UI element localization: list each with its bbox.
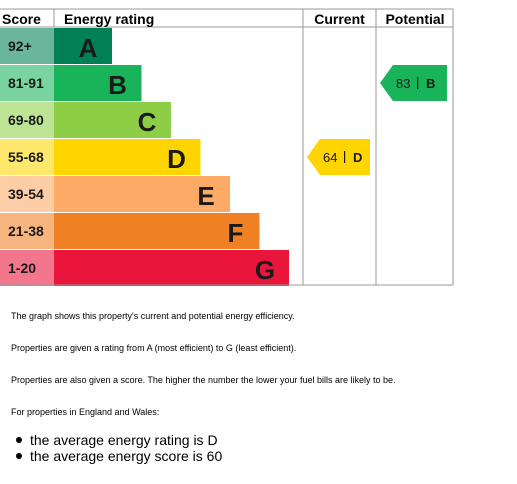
- rating-bands: 92+ A 81-91 B 69-80 C 55-68 D 39-54 E 21-38 F 1-20 G: [0, 28, 289, 286]
- note-rating-scale: Properties are given a rating from A (mo…: [11, 343, 297, 353]
- band-d-range-label: 55-68: [8, 149, 44, 165]
- band-d-range-cell: [0, 139, 54, 175]
- potential-rating-marker-score: 83: [396, 76, 410, 91]
- averages-list: the average energy rating is D the avera…: [14, 432, 222, 464]
- current-rating-marker-arrow: [307, 139, 370, 175]
- band-e-range-cell: [0, 176, 54, 212]
- band-b-letter: B: [108, 70, 127, 100]
- band-a-letter: A: [79, 33, 98, 63]
- potential-rating-marker-separator: [417, 77, 419, 89]
- band-g-bar: [54, 250, 289, 286]
- band-g-range-label: 1-20: [8, 260, 36, 276]
- band-d-letter: D: [167, 144, 186, 174]
- band-d-bar: [54, 139, 201, 175]
- header-score: Score: [2, 11, 41, 27]
- band-a-bar: [54, 28, 112, 64]
- band-b-bar: [54, 65, 142, 101]
- band-e-bar: [54, 176, 230, 212]
- current-rating-marker-score: 64: [323, 150, 337, 165]
- band-g-letter: G: [255, 255, 275, 285]
- band-f-range-cell: [0, 213, 54, 249]
- note-region: For properties in England and Wales:: [11, 407, 160, 417]
- band-a-range-cell: [0, 28, 54, 64]
- rating-markers: 64 D 83 B: [307, 65, 447, 175]
- header-potential: Potential: [385, 11, 444, 27]
- band-a-range-label: 92+: [8, 38, 32, 54]
- note-graph-explanation: The graph shows this property's current …: [11, 311, 295, 321]
- band-b-range-label: 81-91: [8, 75, 44, 91]
- potential-rating-marker-rating: B: [426, 76, 435, 91]
- band-f-bar: [54, 213, 260, 249]
- band-e-letter: E: [197, 181, 214, 211]
- band-f-range-label: 21-38: [8, 223, 44, 239]
- average-score-item: the average energy score is 60: [14, 448, 222, 464]
- header-current: Current: [314, 11, 365, 27]
- current-rating-marker-rating: D: [353, 150, 362, 165]
- header-energy-rating: Energy rating: [64, 11, 154, 27]
- band-c-range-label: 69-80: [8, 112, 44, 128]
- chart-grid: [0, 8, 454, 286]
- band-c-bar: [54, 102, 171, 138]
- average-rating-item: the average energy rating is D: [14, 432, 222, 448]
- band-e-range-label: 39-54: [8, 186, 44, 202]
- note-score-explanation: Properties are also given a score. The h…: [11, 375, 396, 385]
- band-g-range-cell: [0, 250, 54, 286]
- band-f-letter: F: [228, 218, 244, 248]
- potential-rating-marker-arrow: [380, 65, 447, 101]
- band-c-range-cell: [0, 102, 54, 138]
- band-b-range-cell: [0, 65, 54, 101]
- energy-rating-chart: 92+ A81-91 B69-80 C55-68 D39-54 E21-38 F1-20 G …: [0, 8, 454, 286]
- band-c-letter: C: [138, 107, 157, 137]
- current-rating-marker-separator: [344, 151, 346, 163]
